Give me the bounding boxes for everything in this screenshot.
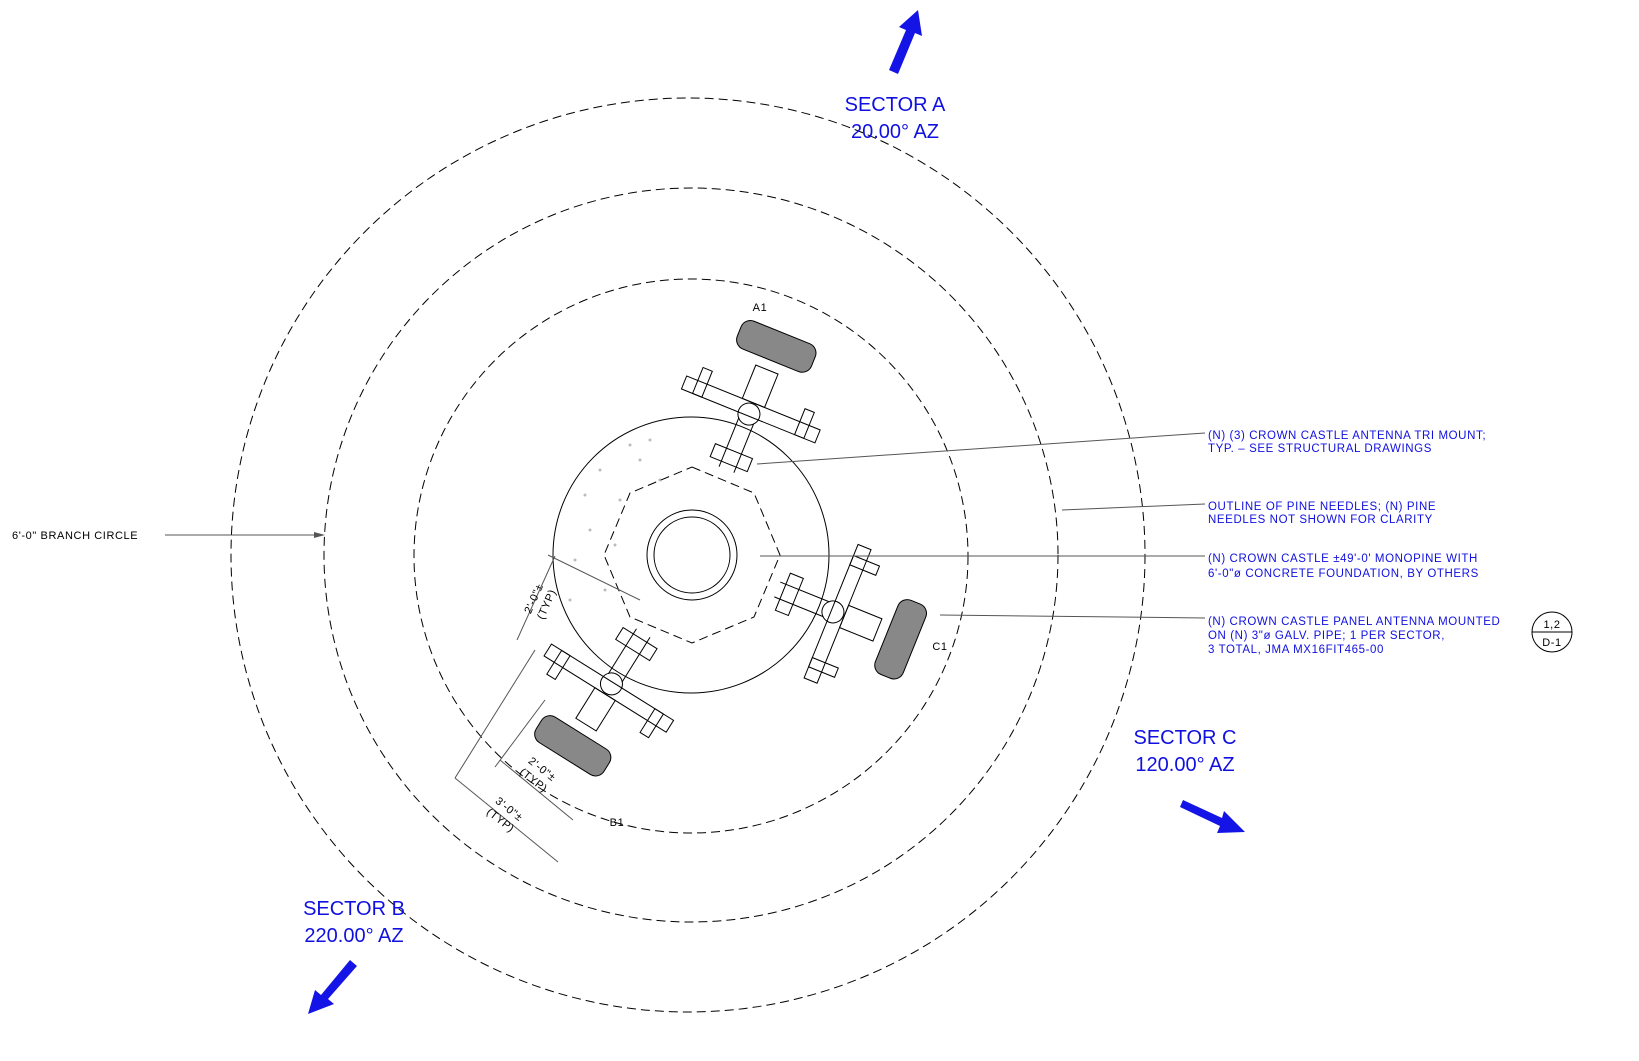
needle-outline bbox=[323, 187, 1059, 923]
arrowhead bbox=[314, 532, 325, 538]
branch-circle bbox=[230, 97, 1146, 1013]
note: (N) CROWN CASTLE PANEL ANTENNA MOUNTED ON… bbox=[1208, 616, 1500, 656]
sector-azimuth: 220.00° AZ bbox=[304, 925, 403, 947]
antenna-label: B1 bbox=[610, 817, 625, 829]
sector-name: SECTOR B bbox=[303, 898, 405, 920]
stipple bbox=[568, 438, 662, 602]
leaders bbox=[756, 432, 1206, 619]
pole bbox=[646, 509, 738, 601]
foundation bbox=[552, 416, 830, 694]
detail-top: 1,2 bbox=[1543, 619, 1560, 631]
sector-azimuth: 20.00° AZ bbox=[851, 121, 939, 143]
branch-label: 6'-0" BRANCH CIRCLE bbox=[12, 530, 138, 542]
bolt-circle bbox=[653, 516, 731, 594]
sector-azimuth: 120.00° AZ bbox=[1135, 754, 1234, 776]
mount-a bbox=[659, 305, 850, 498]
sector-name: SECTOR C bbox=[1134, 727, 1237, 749]
note: OUTLINE OF PINE NEEDLES; (N) PINE NEEDLES… bbox=[1208, 501, 1436, 526]
dim-lines bbox=[454, 554, 641, 863]
sector-arrows bbox=[308, 10, 1245, 1014]
pole-flange bbox=[603, 466, 781, 644]
mount-c bbox=[749, 522, 942, 713]
sector-name: SECTOR A bbox=[845, 94, 946, 116]
antenna-label: C1 bbox=[932, 641, 947, 653]
dim: 3'-0"±(TYP) bbox=[484, 795, 525, 835]
detail-bottom: D-1 bbox=[1542, 637, 1562, 649]
antenna-label: A1 bbox=[753, 302, 768, 314]
dim: 2'-0"±(TYP) bbox=[517, 755, 558, 795]
note: (N) (3) CROWN CASTLE ANTENNA TRI MOUNT; T… bbox=[1208, 430, 1486, 455]
note: (N) CROWN CASTLE ±49'-0' MONOPINE WITH 6'… bbox=[1208, 553, 1479, 580]
